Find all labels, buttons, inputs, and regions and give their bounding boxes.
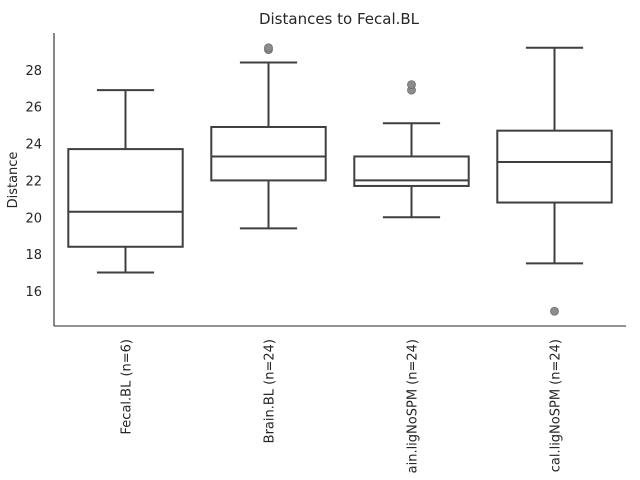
y-tick-label: 16	[25, 285, 42, 300]
y-axis-ticks: 16 18 20 22 24 26 28	[25, 64, 42, 300]
outlier-point	[264, 43, 273, 53]
axes	[53, 33, 626, 327]
x-axis-ticks: Fecal.BL (n=6) Brain.BL (n=24) ain.ligNoSP…	[120, 339, 564, 473]
y-tick-label: 24	[25, 138, 42, 153]
x-tick-label: Fecal.BL (n=6)	[120, 339, 135, 434]
chart-title: Distances to Fecal.BL	[259, 10, 420, 28]
y-tick-label: 18	[25, 248, 42, 263]
x-tick-label: ain.ligNoSPM (n=24)	[406, 339, 421, 473]
iqr-box	[353, 155, 470, 187]
box-group	[210, 43, 327, 230]
iqr-box	[67, 148, 184, 248]
y-tick-label: 20	[25, 211, 42, 226]
x-tick-label: Brain.BL (n=24)	[263, 339, 278, 443]
box-group	[496, 46, 613, 316]
y-tick-label: 26	[25, 101, 42, 116]
iqr-box	[496, 129, 613, 204]
y-tick-label: 22	[25, 174, 42, 189]
y-axis-label: Distance	[6, 152, 21, 209]
outlier-point	[550, 306, 559, 316]
box-group	[67, 89, 184, 274]
outlier-point	[407, 80, 416, 89]
iqr-box	[210, 125, 327, 182]
y-tick-label: 28	[25, 64, 42, 79]
x-tick-label: cal.ligNoSPM (n=24)	[549, 339, 564, 472]
box-group	[353, 80, 470, 219]
boxes	[67, 43, 613, 316]
